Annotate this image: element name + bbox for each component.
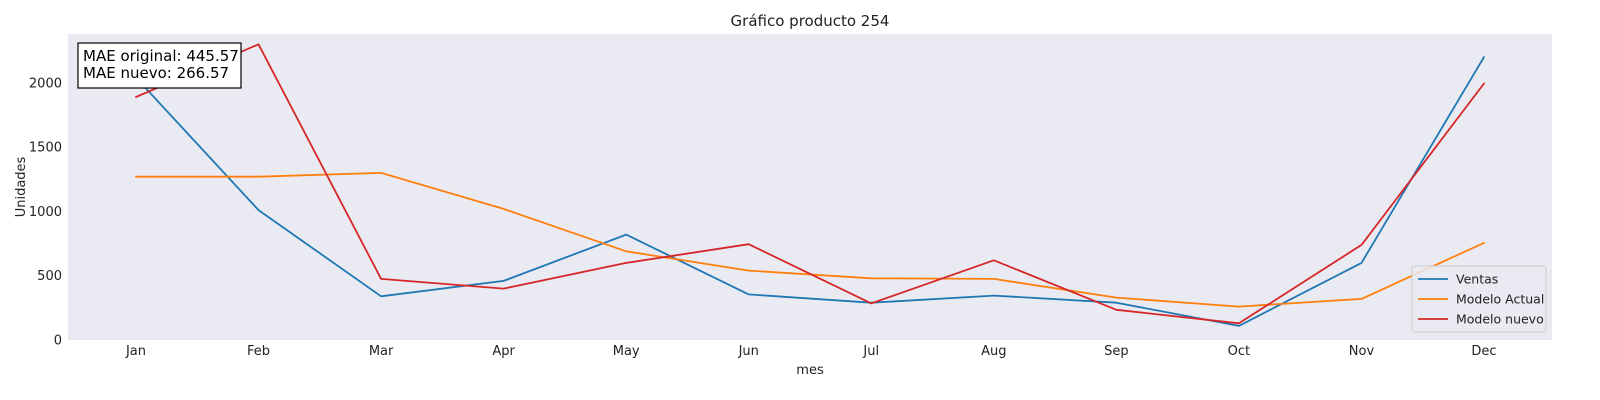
y-tick-label: 500 [37, 269, 62, 284]
x-tick-label: May [613, 344, 640, 359]
series-line-modelo-nuevo [135, 43, 1485, 325]
x-tick-label: Dec [1471, 344, 1496, 359]
y-tick-label: 1000 [29, 205, 62, 220]
mae-annotation-box: MAE original: 445.57 MAE nuevo: 266.57 [77, 42, 242, 89]
x-tick-label: Jul [862, 344, 879, 359]
x-tick-label: Nov [1349, 344, 1375, 359]
x-tick-label: Feb [247, 344, 270, 359]
x-tick-label: Apr [492, 344, 515, 359]
x-tick-label: Jun [738, 344, 759, 359]
x-tick-label: Mar [369, 344, 394, 359]
legend: Ventas Modelo Actual Modelo nuevo [1411, 265, 1547, 333]
y-tick-label: 2000 [29, 76, 62, 91]
x-tick-label: Aug [981, 344, 1006, 359]
legend-label: Modelo nuevo [1456, 312, 1544, 327]
mae-original-text: MAE original: 445.57 [83, 47, 239, 65]
plot-area [68, 34, 1552, 340]
y-tick-label: 0 [54, 334, 62, 349]
x-tick-label: Sep [1104, 344, 1129, 359]
x-tick-label: Jan [125, 344, 146, 359]
mae-nuevo-text: MAE nuevo: 266.57 [83, 64, 229, 82]
x-axis-label: mes [796, 363, 824, 378]
chart-title: Gráfico producto 254 [731, 12, 890, 30]
legend-label: Modelo Actual [1456, 292, 1544, 307]
y-axis-label: Unidades [14, 156, 29, 217]
series-line-ventas [135, 56, 1485, 327]
x-tick-label: Oct [1228, 344, 1250, 359]
y-tick-label: 1500 [29, 141, 62, 156]
legend-label: Ventas [1456, 272, 1498, 287]
